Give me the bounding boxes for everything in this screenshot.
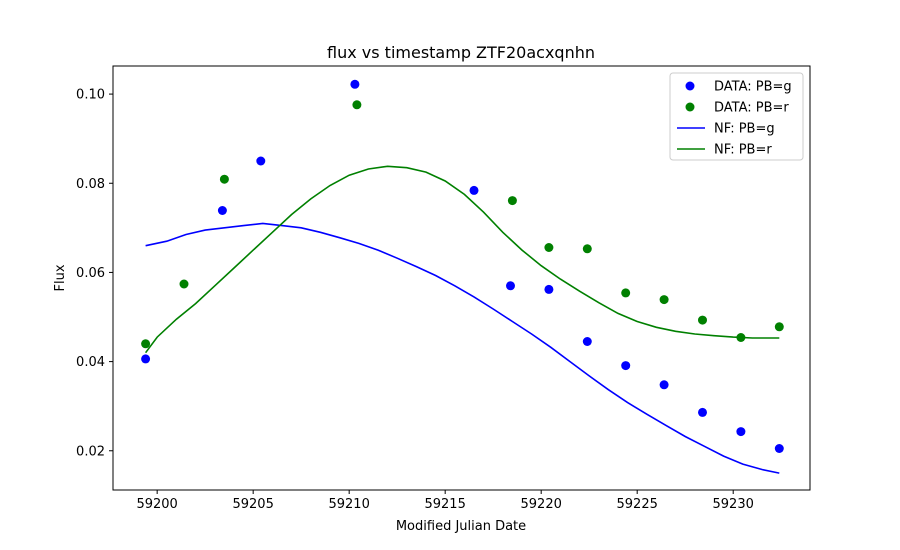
legend-label: NF: PB=r [714, 143, 772, 158]
data-point [659, 380, 669, 390]
data-point [659, 295, 669, 305]
legend-label: DATA: PB=g [714, 80, 792, 95]
legend-label: DATA: PB=r [714, 101, 789, 116]
x-tick-label: 59230 [713, 497, 754, 512]
data-point [507, 196, 517, 206]
axes-frame [112, 65, 811, 491]
legend-item: DATA: PB=g [685, 80, 792, 95]
x-tick-label: 59210 [328, 497, 369, 512]
series-1 [141, 100, 784, 349]
data-point [698, 407, 707, 417]
y-axis: 0.02 0.04 0.06 0.08 0.10 [76, 88, 113, 459]
legend-item: DATA: PB=r [685, 101, 789, 116]
data-point [736, 333, 746, 342]
data-point [506, 281, 515, 291]
y-tick-label: 0.04 [76, 355, 105, 370]
data-point [469, 185, 479, 195]
x-tick-label: 59225 [617, 497, 658, 512]
data-point [217, 206, 227, 215]
x-axis-title: Modified Julian Date [396, 519, 526, 534]
series-0 [141, 79, 784, 453]
data-point [544, 243, 554, 252]
y-tick-label: 0.08 [76, 177, 105, 192]
series-line [144, 165, 780, 354]
series-2 [145, 222, 780, 474]
data-point [582, 244, 592, 254]
legend-frame [669, 72, 804, 161]
data-point [179, 279, 189, 289]
x-axis: 59200 59205 59210 59215 59220 59225 59230 [136, 490, 754, 512]
plot-area [141, 79, 784, 474]
data-point [774, 322, 784, 332]
series-3 [144, 165, 780, 354]
y-tick-label: 0.06 [76, 266, 105, 281]
y-axis-title: Flux [53, 264, 68, 291]
data-point [350, 79, 360, 89]
data-point [621, 288, 631, 298]
data-point [352, 100, 362, 110]
data-point [141, 354, 151, 364]
y-tick-label: 0.02 [76, 444, 105, 459]
data-point [774, 444, 784, 453]
x-tick-label: 59215 [424, 497, 465, 512]
x-tick-label: 59200 [136, 497, 177, 512]
legend: DATA: PB=g DATA: PB=r NF: PB=g NF: PB=r [669, 72, 804, 161]
series-line [145, 222, 780, 474]
data-point [219, 174, 229, 184]
legend-marker-swatch [685, 81, 695, 91]
data-point [582, 337, 592, 346]
data-point [544, 284, 554, 294]
data-point [256, 156, 266, 166]
chart-title: flux vs timestamp ZTF20acxqnhn [327, 43, 595, 62]
legend-item: NF: PB=r [677, 143, 772, 158]
data-point [621, 361, 631, 371]
data-point [141, 339, 151, 349]
data-point [736, 427, 746, 437]
legend-item: NF: PB=g [677, 122, 775, 137]
y-tick-label: 0.10 [76, 88, 105, 103]
x-tick-label: 59205 [232, 497, 273, 512]
x-tick-label: 59220 [521, 497, 562, 512]
legend-marker-swatch [685, 102, 695, 112]
data-point [698, 315, 707, 325]
legend-label: NF: PB=g [714, 122, 775, 137]
